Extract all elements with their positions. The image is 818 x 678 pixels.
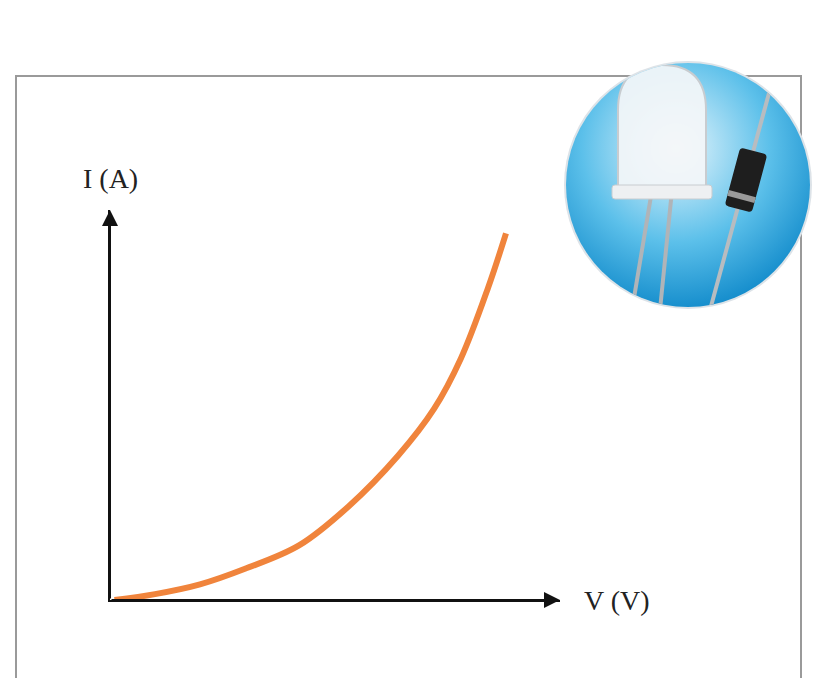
svg-text:I (A): I (A) [83,163,138,194]
svg-text:V (V): V (V) [584,585,650,616]
